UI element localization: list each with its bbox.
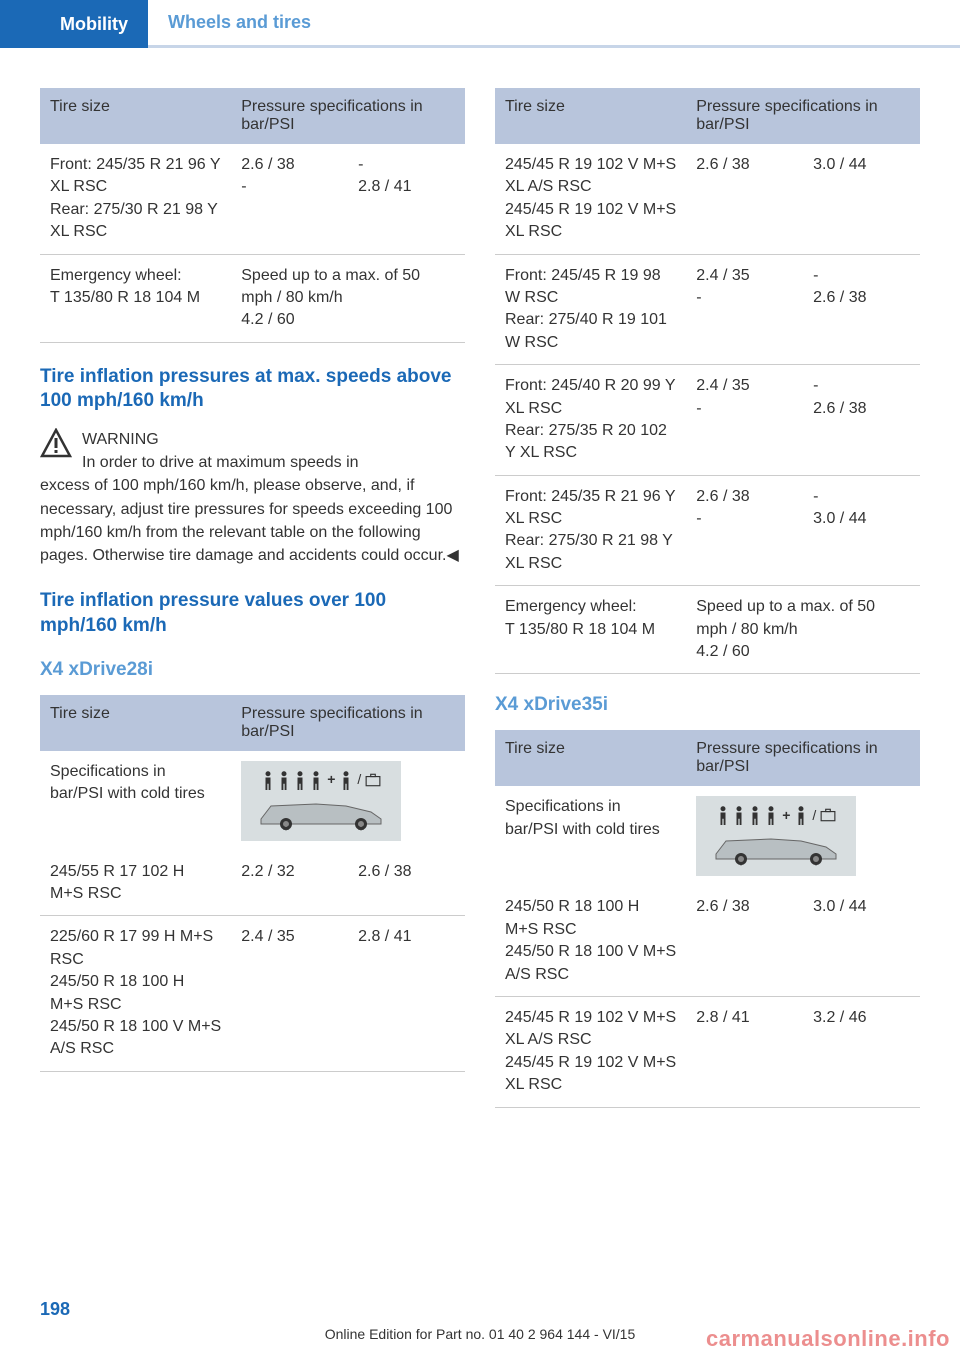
heading-values-over: Tire inflation pressure values over 100 … [40, 589, 465, 638]
table-row: Front: 245/40 R 20 99 Y XL RSC Rear: 275… [495, 365, 920, 476]
person-icon [716, 805, 730, 825]
cell-p1: 2.4 / 35 - [686, 365, 803, 476]
cell-diagram: + / [686, 786, 920, 886]
th-tire-size: Tire size [40, 695, 231, 751]
luggage-icon [820, 808, 836, 822]
people-icons: + / [716, 805, 836, 825]
cell-p1: 2.8 / 41 [686, 996, 803, 1107]
cell-p2: 2.6 / 38 [348, 851, 465, 916]
model-heading-35i: X4 xDrive35i [495, 694, 920, 716]
watermark: carmanualsonline.info [706, 1326, 950, 1352]
warning-icon [40, 428, 72, 460]
cell-tire: Front: 245/35 R 21 96 Y XL RSC Rear: 275… [40, 144, 231, 254]
warning-first-line: In order to drive at maximum speeds in [82, 451, 359, 474]
warning-block: WARNING In order to drive at maximum spe… [40, 428, 465, 474]
table-row: 245/50 R 18 100 H M+S RSC 245/50 R 18 10… [495, 886, 920, 996]
person-icon [277, 770, 291, 790]
model-heading-28i: X4 xDrive28i [40, 659, 465, 681]
th-pressure: Pressure specifications in bar/PSI [231, 695, 465, 751]
cell-spec-label: Specifications in bar/PSI with cold tire… [495, 786, 686, 886]
th-pressure: Pressure specifications in bar/PSI [231, 88, 465, 144]
cell-p2: 3.2 / 46 [803, 996, 920, 1107]
header-primary-tab: Mobility [40, 0, 148, 48]
cell-tire: 245/50 R 18 100 H M+S RSC 245/50 R 18 10… [495, 886, 686, 996]
right-top-table: Tire size Pressure specifications in bar… [495, 88, 920, 674]
th-tire-size: Tire size [495, 730, 686, 786]
cell-p2: 3.0 / 44 [803, 144, 920, 254]
luggage-icon [365, 773, 381, 787]
cell-tire: Front: 245/45 R 19 98 W RSC Rear: 275/40… [495, 254, 686, 365]
people-icons: + / [261, 770, 381, 790]
table-row: Front: 245/45 R 19 98 W RSC Rear: 275/40… [495, 254, 920, 365]
cell-merged: Speed up to a max. of 50 mph / 80 km/h 4… [231, 254, 465, 342]
page-number: 198 [40, 1299, 70, 1320]
table-row: Emergency wheel: T 135/80 R 18 104 M Spe… [495, 586, 920, 674]
right-bottom-table: Tire size Pressure specifications in bar… [495, 730, 920, 1107]
table-row: 245/45 R 19 102 V M+S XL A/S RSC 245/45 … [495, 144, 920, 254]
right-column: Tire size Pressure specifications in bar… [495, 88, 920, 1108]
content-area: Tire size Pressure specifications in bar… [0, 88, 960, 1188]
th-pressure: Pressure specifications in bar/PSI [686, 88, 920, 144]
table-row: Front: 245/35 R 21 96 Y XL RSC Rear: 275… [495, 475, 920, 586]
table-row: 225/60 R 17 99 H M+S RSC 245/50 R 18 100… [40, 916, 465, 1071]
cell-p1: 2.4 / 35 - [686, 254, 803, 365]
car-icon [706, 829, 846, 867]
cell-tire: 225/60 R 17 99 H M+S RSC 245/50 R 18 100… [40, 916, 231, 1071]
person-icon [794, 805, 808, 825]
left-bottom-table: Tire size Pressure specifications in bar… [40, 695, 465, 1072]
car-icon [251, 794, 391, 832]
cell-p1: 2.2 / 32 [231, 851, 348, 916]
left-column: Tire size Pressure specifications in bar… [40, 88, 465, 1108]
cell-spec-label: Specifications in bar/PSI with cold tire… [40, 751, 231, 851]
table-row: Front: 245/35 R 21 96 Y XL RSC Rear: 275… [40, 144, 465, 254]
load-diagram: + / [696, 796, 856, 876]
cell-p1: 2.6 / 38 [686, 144, 803, 254]
table-row: Emergency wheel: T 135/80 R 18 104 M Spe… [40, 254, 465, 342]
table-row: Specifications in bar/PSI with cold tire… [40, 751, 465, 851]
th-tire-size: Tire size [40, 88, 231, 144]
cell-tire: Emergency wheel: T 135/80 R 18 104 M [495, 586, 686, 674]
cell-tire: 245/45 R 19 102 V M+S XL A/S RSC 245/45 … [495, 144, 686, 254]
cell-diagram: + / [231, 751, 465, 851]
heading-max-speeds: Tire inflation pressures at max. speeds … [40, 365, 465, 414]
person-icon [339, 770, 353, 790]
page-header: Mobility Wheels and tires [0, 0, 960, 48]
warning-label: WARNING [82, 431, 159, 448]
cell-tire: Front: 245/35 R 21 96 Y XL RSC Rear: 275… [495, 475, 686, 586]
person-icon [293, 770, 307, 790]
cell-p1: 2.6 / 38 - [686, 475, 803, 586]
table-row: 245/45 R 19 102 V M+S XL A/S RSC 245/45 … [495, 996, 920, 1107]
cell-tire: Emergency wheel: T 135/80 R 18 104 M [40, 254, 231, 342]
cell-p1: 2.6 / 38 - [231, 144, 348, 254]
cell-p2: - 2.6 / 38 [803, 254, 920, 365]
header-secondary: Wheels and tires [148, 0, 960, 48]
cell-p2: - 3.0 / 44 [803, 475, 920, 586]
cell-p2: 2.8 / 41 [348, 916, 465, 1071]
warning-body: excess of 100 mph/160 km/h, please obser… [40, 474, 465, 567]
person-icon [309, 770, 323, 790]
person-icon [764, 805, 778, 825]
th-tire-size: Tire size [495, 88, 686, 144]
load-diagram: + / [241, 761, 401, 841]
cell-p2: - 2.6 / 38 [803, 365, 920, 476]
cell-p2: - 2.8 / 41 [348, 144, 465, 254]
left-top-table: Tire size Pressure specifications in bar… [40, 88, 465, 343]
cell-p1: 2.6 / 38 [686, 886, 803, 996]
person-icon [261, 770, 275, 790]
table-row: Specifications in bar/PSI with cold tire… [495, 786, 920, 886]
cell-tire: Front: 245/40 R 20 99 Y XL RSC Rear: 275… [495, 365, 686, 476]
cell-p2: 3.0 / 44 [803, 886, 920, 996]
person-icon [732, 805, 746, 825]
cell-p1: 2.4 / 35 [231, 916, 348, 1071]
header-gutter [0, 0, 40, 48]
warning-text: WARNING In order to drive at maximum spe… [82, 428, 359, 474]
th-pressure: Pressure specifications in bar/PSI [686, 730, 920, 786]
cell-tire: 245/45 R 19 102 V M+S XL A/S RSC 245/45 … [495, 996, 686, 1107]
person-icon [748, 805, 762, 825]
cell-tire: 245/55 R 17 102 H M+S RSC [40, 851, 231, 916]
cell-merged: Speed up to a max. of 50 mph / 80 km/h 4… [686, 586, 920, 674]
table-row: 245/55 R 17 102 H M+S RSC 2.2 / 32 2.6 /… [40, 851, 465, 916]
